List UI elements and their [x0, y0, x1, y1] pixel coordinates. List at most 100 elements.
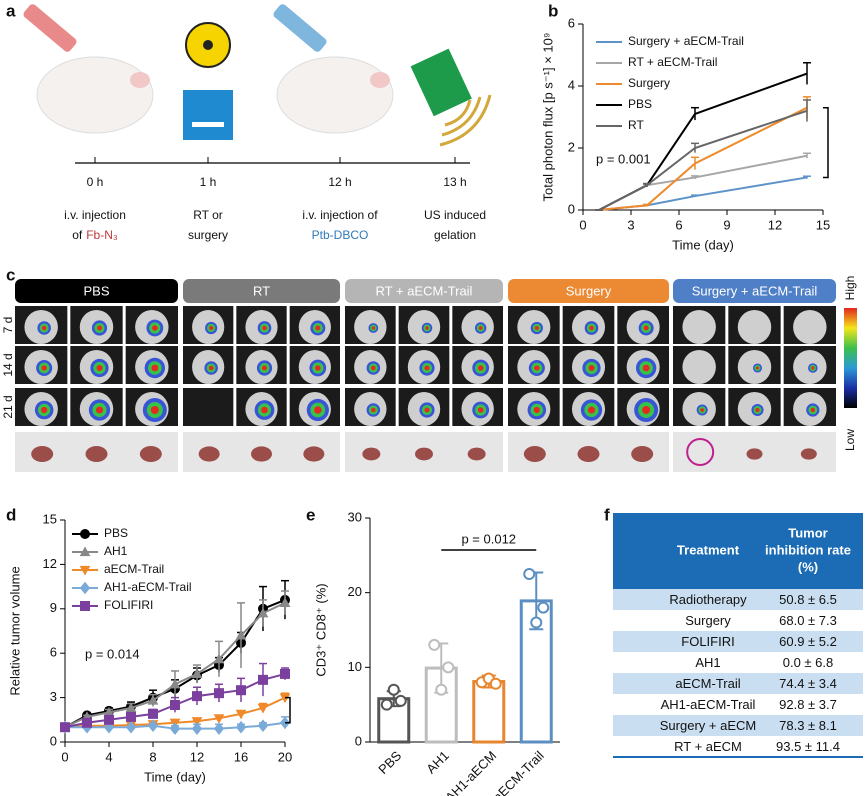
- panel-label: c: [6, 265, 15, 284]
- marker: [236, 685, 246, 696]
- ultrasound-waves: [439, 94, 492, 147]
- signal-core: [642, 364, 650, 372]
- table-row-bg: [613, 715, 863, 736]
- y-tick-label: 10: [348, 659, 362, 674]
- signal-core: [41, 406, 48, 414]
- group-header: [183, 279, 340, 303]
- row-label: 7 d: [1, 317, 15, 334]
- y-axis-label: Total photon flux [p s⁻¹] × 10⁹: [540, 33, 555, 202]
- marker: [170, 700, 180, 710]
- y-tick-label: 0: [50, 733, 57, 748]
- signal-core: [150, 406, 159, 414]
- signal-core: [41, 325, 47, 331]
- marker: [147, 695, 159, 705]
- signal-core: [209, 325, 214, 331]
- label-part: surgery: [188, 228, 228, 242]
- signal-core: [587, 406, 596, 414]
- legend-label: AH1-aECM-Trail: [104, 580, 192, 594]
- rt-bed: [192, 122, 224, 127]
- signal-core: [477, 407, 484, 413]
- signal-core: [810, 407, 816, 413]
- y-tick-label: 4: [568, 77, 575, 92]
- signal-core: [261, 365, 268, 371]
- label-part: gelation: [434, 228, 476, 242]
- scale-low: Low: [843, 429, 857, 451]
- group-label: Surgery: [566, 283, 612, 298]
- legend-label: RT: [628, 118, 644, 132]
- bar: [472, 680, 506, 744]
- marker: [126, 711, 136, 722]
- marker: [80, 529, 90, 539]
- label-part: Fb-N₃: [86, 228, 118, 242]
- timeline-label: surgery: [188, 228, 228, 242]
- marker: [279, 597, 291, 607]
- marker: [214, 688, 224, 699]
- signal-core: [151, 364, 159, 372]
- ultrasound-icon: [410, 48, 472, 117]
- syringe-icon: [23, 4, 77, 52]
- table-cell: RT + aECM: [674, 739, 742, 754]
- timeline-time: 1 h: [200, 175, 217, 189]
- table-cell: 92.8 ± 3.7: [779, 697, 837, 712]
- x-tick-label: 12: [190, 749, 204, 764]
- marker: [257, 607, 269, 618]
- mouse-icon: [36, 56, 154, 134]
- series: [595, 99, 811, 211]
- panel-label: f: [604, 505, 610, 524]
- marker: [80, 601, 90, 611]
- legend-label: RT + aECM-Trail: [628, 55, 717, 69]
- data-point: [435, 683, 448, 696]
- annotation: p = 0.014: [85, 646, 140, 661]
- table-cell: 50.8 ± 6.5: [779, 592, 837, 607]
- tumor: [139, 446, 162, 462]
- table-header-bg: [613, 513, 863, 589]
- syringe-icon: [273, 4, 327, 52]
- y-tick-label: 0: [568, 201, 575, 216]
- tumor: [746, 448, 763, 460]
- signal-core: [700, 408, 705, 412]
- timeline-label: US induced: [424, 208, 486, 222]
- y-tick-label: 15: [43, 511, 57, 526]
- label-part: of: [72, 228, 83, 242]
- legend-label: PBS: [104, 526, 128, 540]
- tumor: [85, 446, 108, 462]
- marker: [79, 581, 91, 595]
- label-part: Ptb-DBCO: [312, 228, 369, 242]
- signal-core: [534, 325, 539, 331]
- marker: [79, 546, 91, 557]
- label-part: i.v. injection of: [302, 208, 378, 222]
- timeline-label: i.v. injection: [64, 208, 126, 222]
- signal-core: [643, 325, 649, 331]
- table-row-bg: [613, 652, 863, 673]
- label-part: US induced: [424, 208, 486, 222]
- series-line: [598, 72, 808, 211]
- significance-bracket: [823, 106, 829, 179]
- image-panel: [183, 388, 234, 426]
- schematic-icons: [23, 4, 492, 164]
- data-point: [442, 661, 455, 674]
- mouse-image: [682, 350, 716, 384]
- tumor: [251, 446, 272, 462]
- marker: [79, 565, 91, 576]
- scale-high: High: [843, 276, 857, 301]
- signal-core: [96, 364, 103, 372]
- table-header: (%): [798, 559, 818, 574]
- timeline-label: Ptb-DBCO: [312, 228, 369, 242]
- table-header: Treatment: [677, 542, 740, 557]
- tumor-absent-marker: [686, 438, 715, 466]
- signal-core: [424, 407, 430, 413]
- x-tick-label: PBS: [375, 748, 404, 777]
- x-axis-label: Time (day): [672, 237, 734, 252]
- annotation: p = 0.012: [461, 531, 516, 546]
- y-tick-label: 6: [568, 15, 575, 30]
- y-tick-label: 3: [50, 689, 57, 704]
- panel-label: d: [6, 505, 16, 524]
- data-point: [394, 694, 407, 707]
- marker: [125, 720, 137, 734]
- group-header: [508, 279, 669, 303]
- table-cell: AH1: [695, 655, 720, 670]
- x-tick-label: 9: [723, 217, 730, 232]
- marker: [280, 668, 290, 679]
- marker: [192, 691, 202, 702]
